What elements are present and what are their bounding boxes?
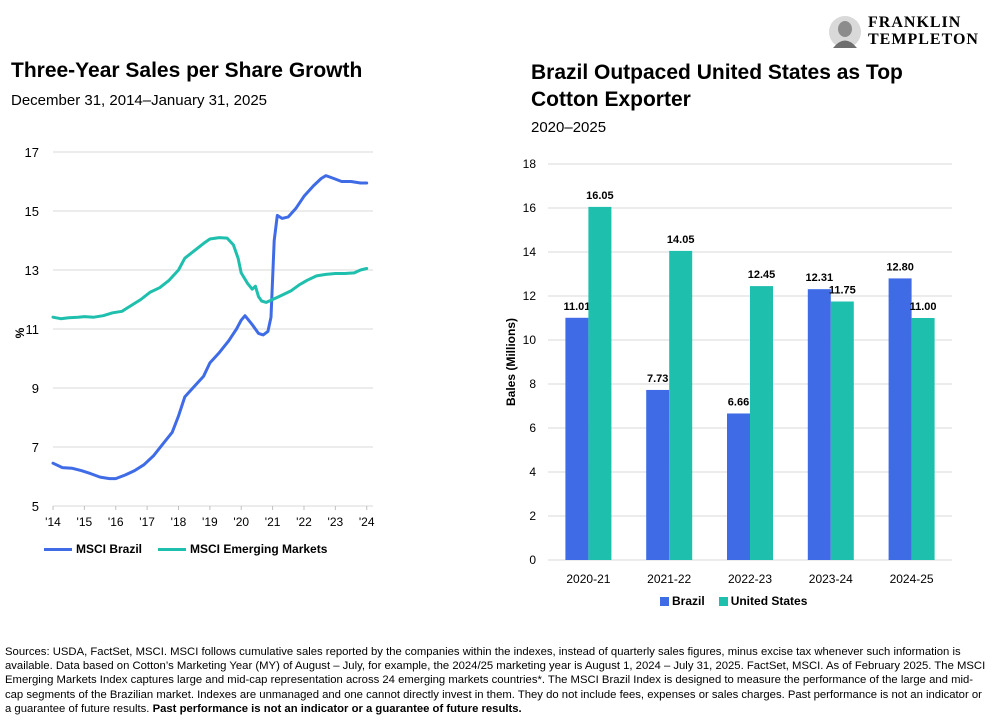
y-tick-label: 4 [529,465,536,479]
x-tick-label: 2022-23 [728,572,772,586]
right-chart-title: Brazil Outpaced United States as Top Cot… [531,61,903,111]
bar-brazil [807,289,831,560]
data-label: 12.45 [748,269,776,281]
y-tick-label: 2 [529,509,536,523]
y-tick-label: 0 [529,553,536,567]
data-label: 12.31 [806,272,834,284]
series-line-msci-brazil [51,174,369,481]
brand-line1: FRANKLIN [868,14,962,31]
data-label: 11.00 [910,301,937,313]
data-label: 6.66 [728,396,749,408]
legend-swatch-us-bar [718,596,728,606]
bar-united-states [750,286,773,560]
x-tick-label: '23 [328,515,344,529]
footnote-text: Sources: USDA, FactSet, MSCI. MSCI follo… [5,646,986,715]
bar-united-states [588,206,612,560]
bar-united-states [669,250,693,560]
y-tick-label: 6 [529,421,536,435]
line-chart: 5 7 9 11 13 15 17 '14 '15 '16 '17 '18 '19 '20 '21 '22 '2… [13,145,375,529]
x-tick-label: '17 [139,515,155,529]
bar-chart-legend: Brazil United States [660,594,807,608]
x-tick-label: '18 [171,515,187,529]
series-line-msci-emerging-markets [51,236,369,321]
x-tick-label: 2021-22 [647,572,691,586]
x-tick-label: 2020-21 [566,572,610,586]
x-tick-label: '15 [77,515,93,529]
x-tick-label: '24 [359,515,375,529]
y-tick-label: 5 [32,499,39,514]
data-label: 12.80 [886,261,914,273]
y-axis-label: Bales (Millions) [504,318,518,406]
data-label: 7.73 [647,373,668,385]
y-tick-label: 17 [25,145,39,160]
y-tick-label: 11 [26,322,40,337]
left-chart-subtitle: December 31, 2014–January 31, 2025 [11,92,268,109]
x-tick-label: '14 [45,515,61,529]
y-tick-label: 9 [32,381,39,396]
y-tick-label: 7 [32,440,39,455]
bar-united-states [830,301,854,560]
bar-chart: 0 2 4 6 8 10 12 14 16 18 Bales (Millions) 2020-21 11… [504,157,952,586]
legend-label-em: MSCI Emerging Markets [190,542,328,556]
y-tick-label: 13 [25,263,39,278]
bar-brazil [565,317,589,560]
data-label: 11.01 [563,301,590,313]
legend-swatch-brazil [44,547,72,551]
brand-line2: TEMPLETON [868,31,979,48]
x-tick-label: '19 [202,515,218,529]
y-tick-label: 10 [523,333,537,347]
footnote-bold-text: Past performance is not an indicator or … [152,702,522,715]
x-tick-label: '20 [233,515,249,529]
y-axis-label: % [13,327,27,338]
y-tick-label: 12 [523,289,537,303]
line-chart-legend: MSCI Brazil MSCI Emerging Markets [44,542,327,556]
left-chart-title: Three-Year Sales per Share Growth [11,59,363,82]
y-tick-label: 14 [523,245,537,259]
bar-brazil [888,278,912,560]
y-tick-label: 18 [523,157,537,171]
legend-label-us-bar: United States [730,594,808,608]
x-tick-label: '16 [108,515,124,529]
brand-logo: FRANKLIN TEMPLETON [828,14,990,50]
bar-brazil [727,413,750,560]
x-tick-label: '22 [296,515,312,529]
data-label: 14.05 [667,234,695,246]
legend-label-brazil-bar: Brazil [672,594,705,608]
footnote: Sources: USDA, FactSet, MSCI. MSCI follo… [5,645,990,716]
data-label: 16.05 [586,190,614,202]
data-label: 11.75 [829,285,856,297]
y-tick-label: 8 [529,377,536,391]
y-tick-label: 16 [523,201,537,215]
franklin-portrait-icon [829,16,861,48]
x-tick-label: 2024-25 [890,572,934,586]
right-chart-subtitle: 2020–2025 [531,119,607,136]
x-tick-label: 2023-24 [809,572,853,586]
x-tick-label: '21 [265,515,281,529]
bar-brazil [646,389,670,560]
legend-swatch-em [158,547,187,551]
legend-swatch-brazil-bar [660,596,669,606]
bar-united-states [911,318,935,560]
y-tick-label: 15 [25,204,39,219]
legend-label-brazil: MSCI Brazil [76,542,143,556]
